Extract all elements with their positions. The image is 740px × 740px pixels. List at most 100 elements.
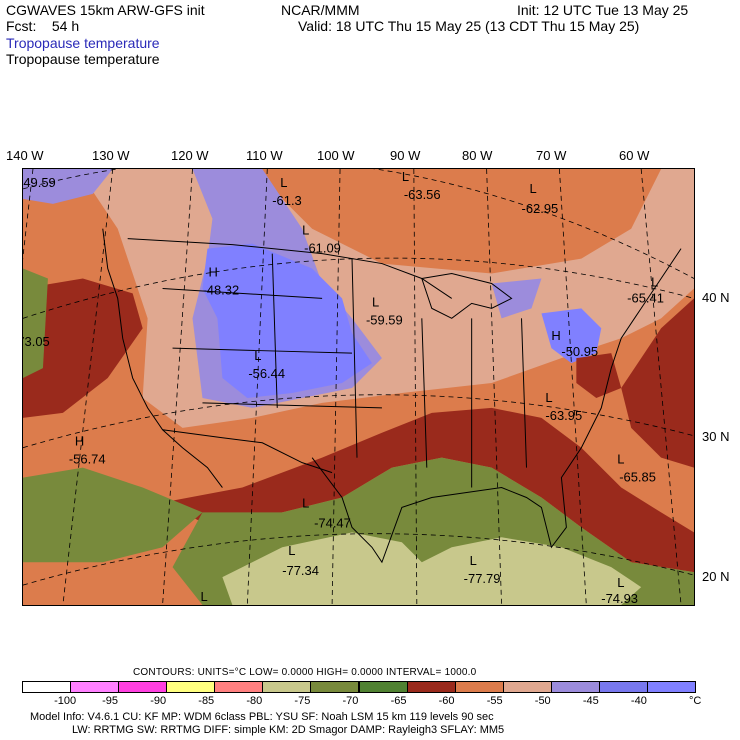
colorbar-swatch (70, 681, 120, 693)
colorbar-tick-label: -70 (342, 695, 359, 707)
lon-label-140w: 140 W (6, 148, 44, 163)
annotation-value: -74.93 (601, 591, 638, 606)
annotation-value: -65.41 (627, 290, 664, 305)
colorbar-tick-label: °C (689, 695, 702, 707)
map-annotations: L -61.3 L -63.56 L -62.95 L -61.09 H -48… (22, 169, 664, 606)
colorbar-swatch (214, 681, 264, 693)
parallel-line (23, 257, 694, 319)
annotation-value: -65.85 (619, 470, 656, 485)
valid-time: Valid: 18 UTC Thu 15 May 25 (13 CDT Thu … (298, 18, 640, 34)
colorbar-swatch (406, 681, 456, 693)
annotation-value: -61.09 (304, 241, 341, 256)
annotation-value: -56.74 (69, 452, 106, 467)
coastlines-and-borders (102, 228, 682, 564)
shade-region-darkred-pacific (23, 278, 143, 418)
annotation-symbol: L (280, 175, 287, 190)
annotation-value: -74.47 (314, 515, 351, 530)
annotation-symbol: L (302, 495, 309, 510)
field-title-contour: Tropopause temperature (6, 51, 160, 67)
lon-label-130w: 130 W (92, 148, 130, 163)
colorbar-swatch (502, 681, 552, 693)
model-info-line2: LW: RRTMG SW: RRTMG DIFF: simple KM: 2D … (72, 724, 505, 736)
annotation-symbol: H (208, 265, 217, 280)
colorbar-tick-label: -100 (54, 695, 77, 707)
great-lakes-outline (421, 273, 513, 319)
lat-label-20n: 20 N (702, 569, 730, 584)
shade-region-blue-northeast (541, 308, 602, 364)
colorbar-swatch (358, 681, 408, 693)
annotation-value: -77.79 (464, 571, 501, 586)
colorbar-tick-label: -75 (294, 695, 311, 707)
colorbar-swatch (454, 681, 504, 693)
annotation-symbol: H (551, 328, 560, 343)
colorbar-tick-label: -90 (150, 695, 167, 707)
shade-region-darkred-south (162, 407, 694, 573)
annotation-value: -63.95 (545, 408, 582, 423)
annotation-symbol: L (617, 575, 624, 590)
colorbar-tick-label: -85 (198, 695, 215, 707)
annotation-symbol: L (529, 181, 536, 196)
annotation-symbol: L (470, 553, 477, 568)
annotation-symbol: L (302, 223, 309, 238)
annotation-symbol: H (75, 434, 84, 449)
shade-region-blue-core (202, 243, 372, 398)
lon-label-120w: 120 W (171, 148, 209, 163)
tropopause-temperature-map: L -61.3 L -63.56 L -62.95 L -61.09 H -48… (22, 168, 695, 606)
annotation-value: -61.3 (272, 193, 302, 208)
state-border (162, 253, 527, 488)
annotation-symbol: L (372, 294, 379, 309)
colorbar-tick-label: -50 (534, 695, 551, 707)
colorbar-tick-label: -40 (630, 695, 647, 707)
meridian-line (331, 169, 341, 605)
annotation-symbol: L (402, 169, 409, 184)
annotation-symbol: L (545, 390, 552, 405)
annotation-value: -63.56 (404, 187, 441, 202)
colorbar-tick-label: -95 (102, 695, 119, 707)
colorbar-tick-label: -60 (438, 695, 455, 707)
shade-region-khaki-south (222, 532, 642, 605)
annotation-symbol: L (288, 543, 295, 558)
shade-region-darkred-east-coast (621, 298, 694, 468)
contours-info: CONTOURS: UNITS=°C LOW= 0.0000 HIGH= 0.0… (133, 667, 477, 678)
annotation-value: -56.44 (248, 366, 285, 381)
shade-region-olive-northwest (23, 268, 48, 379)
colorbar-swatch (22, 681, 72, 693)
shade-region-darkred-midatlantic (576, 353, 622, 398)
meridian-line (413, 169, 418, 605)
lon-label-90w: 90 W (390, 148, 421, 163)
meridian-line (640, 169, 682, 605)
annotation-symbol: L (651, 274, 658, 289)
annotation-symbol: L (254, 348, 261, 363)
annotation-symbol: L (200, 589, 207, 604)
colorbar-swatch (550, 681, 600, 693)
colorbar-tick-label: -80 (246, 695, 263, 707)
shade-region-lavender-northwest-corner (23, 169, 113, 204)
forecast-hour: Fcst: 54 h (6, 18, 80, 34)
meridian-line (486, 169, 502, 605)
colorbar-swatch (262, 681, 312, 693)
us-mexico-border (162, 429, 333, 474)
lon-label-100w: 100 W (317, 148, 355, 163)
meridian-line (246, 169, 268, 605)
gulf-coastline (311, 248, 682, 564)
annotation-value: -59.59 (366, 312, 403, 327)
shade-region-olive-west (23, 467, 203, 563)
annotation-value: -73.05 (22, 334, 50, 349)
init-time: Init: 12 UTC Tue 13 May 25 (517, 2, 689, 18)
annotation-value: -77.34 (282, 563, 319, 578)
annotation-symbol: L (617, 452, 624, 467)
colorbar-swatch (310, 681, 360, 693)
org-label: NCAR/MMM (281, 2, 360, 18)
lon-label-60w: 60 W (619, 148, 650, 163)
meridian-line (559, 169, 587, 605)
lon-label-70w: 70 W (536, 148, 567, 163)
lon-label-110w: 110 W (246, 148, 283, 163)
pacific-coastline (102, 228, 223, 488)
annotation-value: -48.32 (202, 282, 239, 297)
model-info-line1: Model Info: V4.6.1 CU: KF MP: WDM 6class… (30, 711, 494, 723)
colorbar-tick-label: -65 (390, 695, 407, 707)
annotation-value: -49.59 (22, 175, 56, 190)
annotation-value: -50.95 (561, 344, 598, 359)
model-title: CGWAVES 15km ARW-GFS init (6, 2, 205, 18)
colorbar-swatch (646, 681, 696, 693)
